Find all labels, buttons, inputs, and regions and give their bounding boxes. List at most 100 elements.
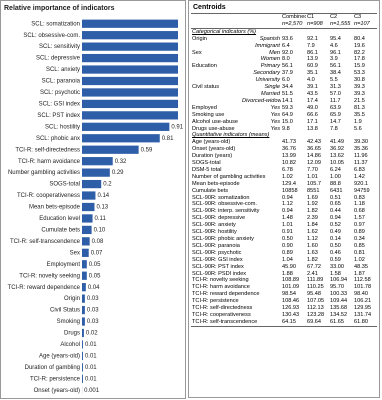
column-n: n=908 [306,20,329,29]
table-title: Centroids [193,4,226,11]
table-row: SCL-90R: somatization 0.94 1.69 0.51 0.83 [191,195,377,202]
row-label: Spanish [259,35,280,42]
cell-value: 920.1 [354,180,368,187]
cell-value: 7.9 [307,42,315,49]
table-row: Smoking use Yes 64.9 66.6 65.9 35.5 [191,112,377,119]
cell-value: 1.9 [354,118,362,125]
cell-value: 43.5 [307,90,318,97]
row-label: Cumulate bets [192,187,229,194]
cell-value: 6.78 [282,166,293,173]
cell-value: 13.9 [307,56,318,63]
row-group: Drugs use-abuse [192,125,235,132]
cell-value: 11.37 [354,160,368,167]
category-label: Duration of gambling [25,365,80,371]
value-label: 0.03 [87,296,99,302]
cell-value: 17.1 [307,118,318,125]
cell-value: 108.89 [282,277,300,284]
value-label: 0.05 [89,262,101,268]
value-label: 0.2 [103,182,112,188]
cell-value: 36.76 [282,146,296,153]
cell-value: 0.46 [330,249,341,256]
value-label: 0.11 [95,216,107,222]
value-label: 0.14 [97,193,109,199]
row-group [191,91,241,98]
table-row: TCI-R: self-transcendence 64.15 69.64 61.65… [191,318,377,327]
cell-value: 34.4 [282,84,293,91]
table-row: Civil status Single 34.4 39.1 31.3 39.3 [191,84,377,91]
category-label: TCI-R: self-transcendence [10,239,81,245]
bar [82,317,85,326]
bar [82,65,178,74]
cell-value: 1.82 [307,208,318,215]
cell-value: 111.89 [307,277,324,284]
cell-value: 4.0 [307,77,315,84]
column-name: C2 [329,12,353,21]
cell-value: 13.8 [307,125,318,132]
table-row: TCI-R: novelty seeking 108.89 111.89 106.94… [191,277,377,284]
table-row: TCI-R: harm avoidance 101.09 110.25 95.70 10… [191,284,377,291]
cell-value: 12.09 [307,160,321,167]
cell-value: 0.90 [282,242,293,249]
cell-value: 7.8 [330,125,338,132]
category-label: Cumulate bets [41,227,80,233]
row-label: TCI-R: cooperativeness [192,311,251,318]
cell-value: 21.5 [354,97,365,104]
cell-value: 11.7 [330,97,341,104]
row-label: Men [269,49,280,56]
cell-value: 109.44 [330,298,348,305]
bar [82,76,178,86]
bar [82,53,178,63]
cell-value: 93.6 [282,35,293,42]
category-label: TCI-R: reward dependence [8,285,81,291]
value-label: 0.01 [85,353,97,359]
cell-value: 8.0 [282,56,290,63]
cell-value: 35.36 [354,146,368,153]
section-title: Categorical indicators (%) [192,28,257,35]
row-label: SCL-90R: anxiety [192,222,236,229]
value-label: 0.07 [91,250,103,256]
table-row: Sex Men 92.0 86.1 96.1 82.2 [191,50,377,57]
cell-value: 59.3 [282,104,293,111]
row-label: Primary [260,63,280,70]
row-label: University [255,77,280,84]
cell-value: 131.74 [354,311,372,318]
row-label: SCL-90R: paranoia [192,242,240,249]
cell-value: 0.52 [330,222,341,229]
bar [82,157,113,166]
category-label: Origin [64,296,80,302]
cell-value: 41.73 [282,139,296,146]
row-label: Women [260,56,280,63]
value-label: 0.02 [86,331,98,337]
table-row: Onset (years-old) 36.76 36.65 36.92 35.36 [191,146,377,153]
category-label: SCL: depressive [36,56,81,62]
row-label: Immigrant [255,42,280,49]
cell-value: 0.91 [282,229,293,236]
cell-value: 7.70 [307,166,318,173]
cell-value: 112.13 [307,305,324,312]
row-group [191,70,241,77]
cell-value: 95.48 [307,291,321,298]
row-label: Yes [270,118,280,125]
row-group [191,43,241,50]
table-row: Married 51.5 43.5 57.0 39.3 [191,91,377,98]
cell-value: 0.94 [330,215,341,222]
table-row: Secondary 37.9 35.1 38.4 53.3 [191,70,377,77]
row-label: Number of gambling activities [192,173,266,180]
row-label: TCI-R: novelty seeking [192,277,249,284]
category-label: SCL: phobic anx [36,136,80,142]
bar [82,214,93,223]
table-row: SCL-90R: interp. sensitivity 0.94 1.82 0.44… [191,208,377,215]
cell-value: 56.1 [330,63,341,70]
cell-value: 49.0 [307,104,318,111]
category-label: Number gambling activities [8,170,80,176]
category-label: Smoking [57,319,80,325]
cell-value: 36.92 [330,146,344,153]
cell-value: 107.05 [307,298,325,305]
cell-value: 98.54 [282,291,296,298]
category-label: TCI-R: cooperativeness [17,193,80,199]
bar [82,202,95,212]
table-row: Alcohol use-abuse Yes 15.0 17.1 14.7 1.9 [191,119,377,126]
table-row: Duration (years) 13.99 14.86 13.62 11.96 [191,153,377,160]
cell-value: 80.4 [354,35,365,42]
cell-value: 0.51 [330,194,341,201]
